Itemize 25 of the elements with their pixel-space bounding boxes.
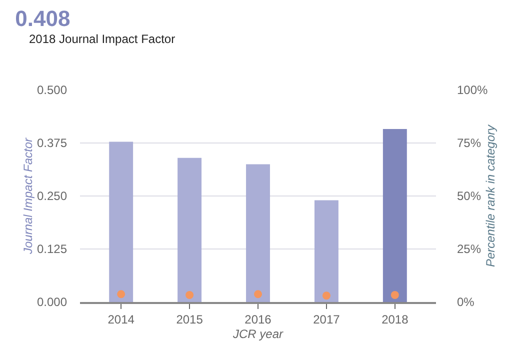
x-tick-label: 2016 bbox=[244, 312, 272, 326]
y-axis-title: Journal Impact Factor bbox=[20, 136, 35, 256]
bar bbox=[246, 164, 270, 302]
y-tick-label: 0.500 bbox=[36, 83, 68, 98]
chart-subtitle: 2018 Journal Impact Factor bbox=[29, 32, 176, 46]
bar bbox=[382, 129, 407, 302]
x-tick-label: 2017 bbox=[313, 312, 340, 326]
y-tick-label: 0.250 bbox=[36, 189, 68, 204]
x-tick-label: 2018 bbox=[382, 312, 409, 326]
bar bbox=[109, 142, 134, 302]
y-tick-label: 0.000 bbox=[36, 295, 68, 310]
chart-title: 0.408 bbox=[15, 6, 70, 31]
bar bbox=[314, 200, 338, 302]
y2-tick-label: 0% bbox=[457, 295, 475, 310]
x-tick-label: 2014 bbox=[108, 312, 135, 326]
y2-tick-label: 50% bbox=[457, 189, 482, 204]
y-tick-label: 0.125 bbox=[36, 242, 68, 256]
x-axis-title: JCR year bbox=[232, 326, 284, 341]
y2-axis-title: Percentile rank in category bbox=[483, 124, 498, 268]
y2-tick-label: 100% bbox=[457, 83, 488, 98]
y2-tick-label: 75% bbox=[457, 136, 482, 150]
bar bbox=[178, 158, 202, 302]
y2-tick-label: 25% bbox=[457, 242, 482, 256]
x-tick-label: 2015 bbox=[176, 312, 204, 326]
y-tick-label: 0.375 bbox=[36, 136, 68, 150]
